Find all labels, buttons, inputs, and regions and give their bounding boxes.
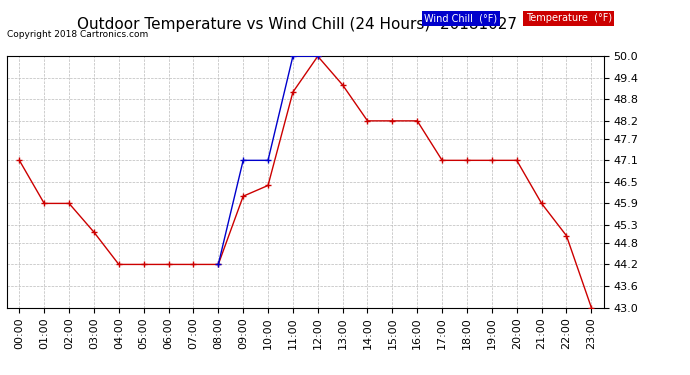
Text: Outdoor Temperature vs Wind Chill (24 Hours)  20181027: Outdoor Temperature vs Wind Chill (24 Ho… (77, 17, 517, 32)
Text: Wind Chill  (°F): Wind Chill (°F) (424, 13, 497, 23)
Text: Temperature  (°F): Temperature (°F) (526, 13, 612, 23)
Text: Copyright 2018 Cartronics.com: Copyright 2018 Cartronics.com (7, 30, 148, 39)
